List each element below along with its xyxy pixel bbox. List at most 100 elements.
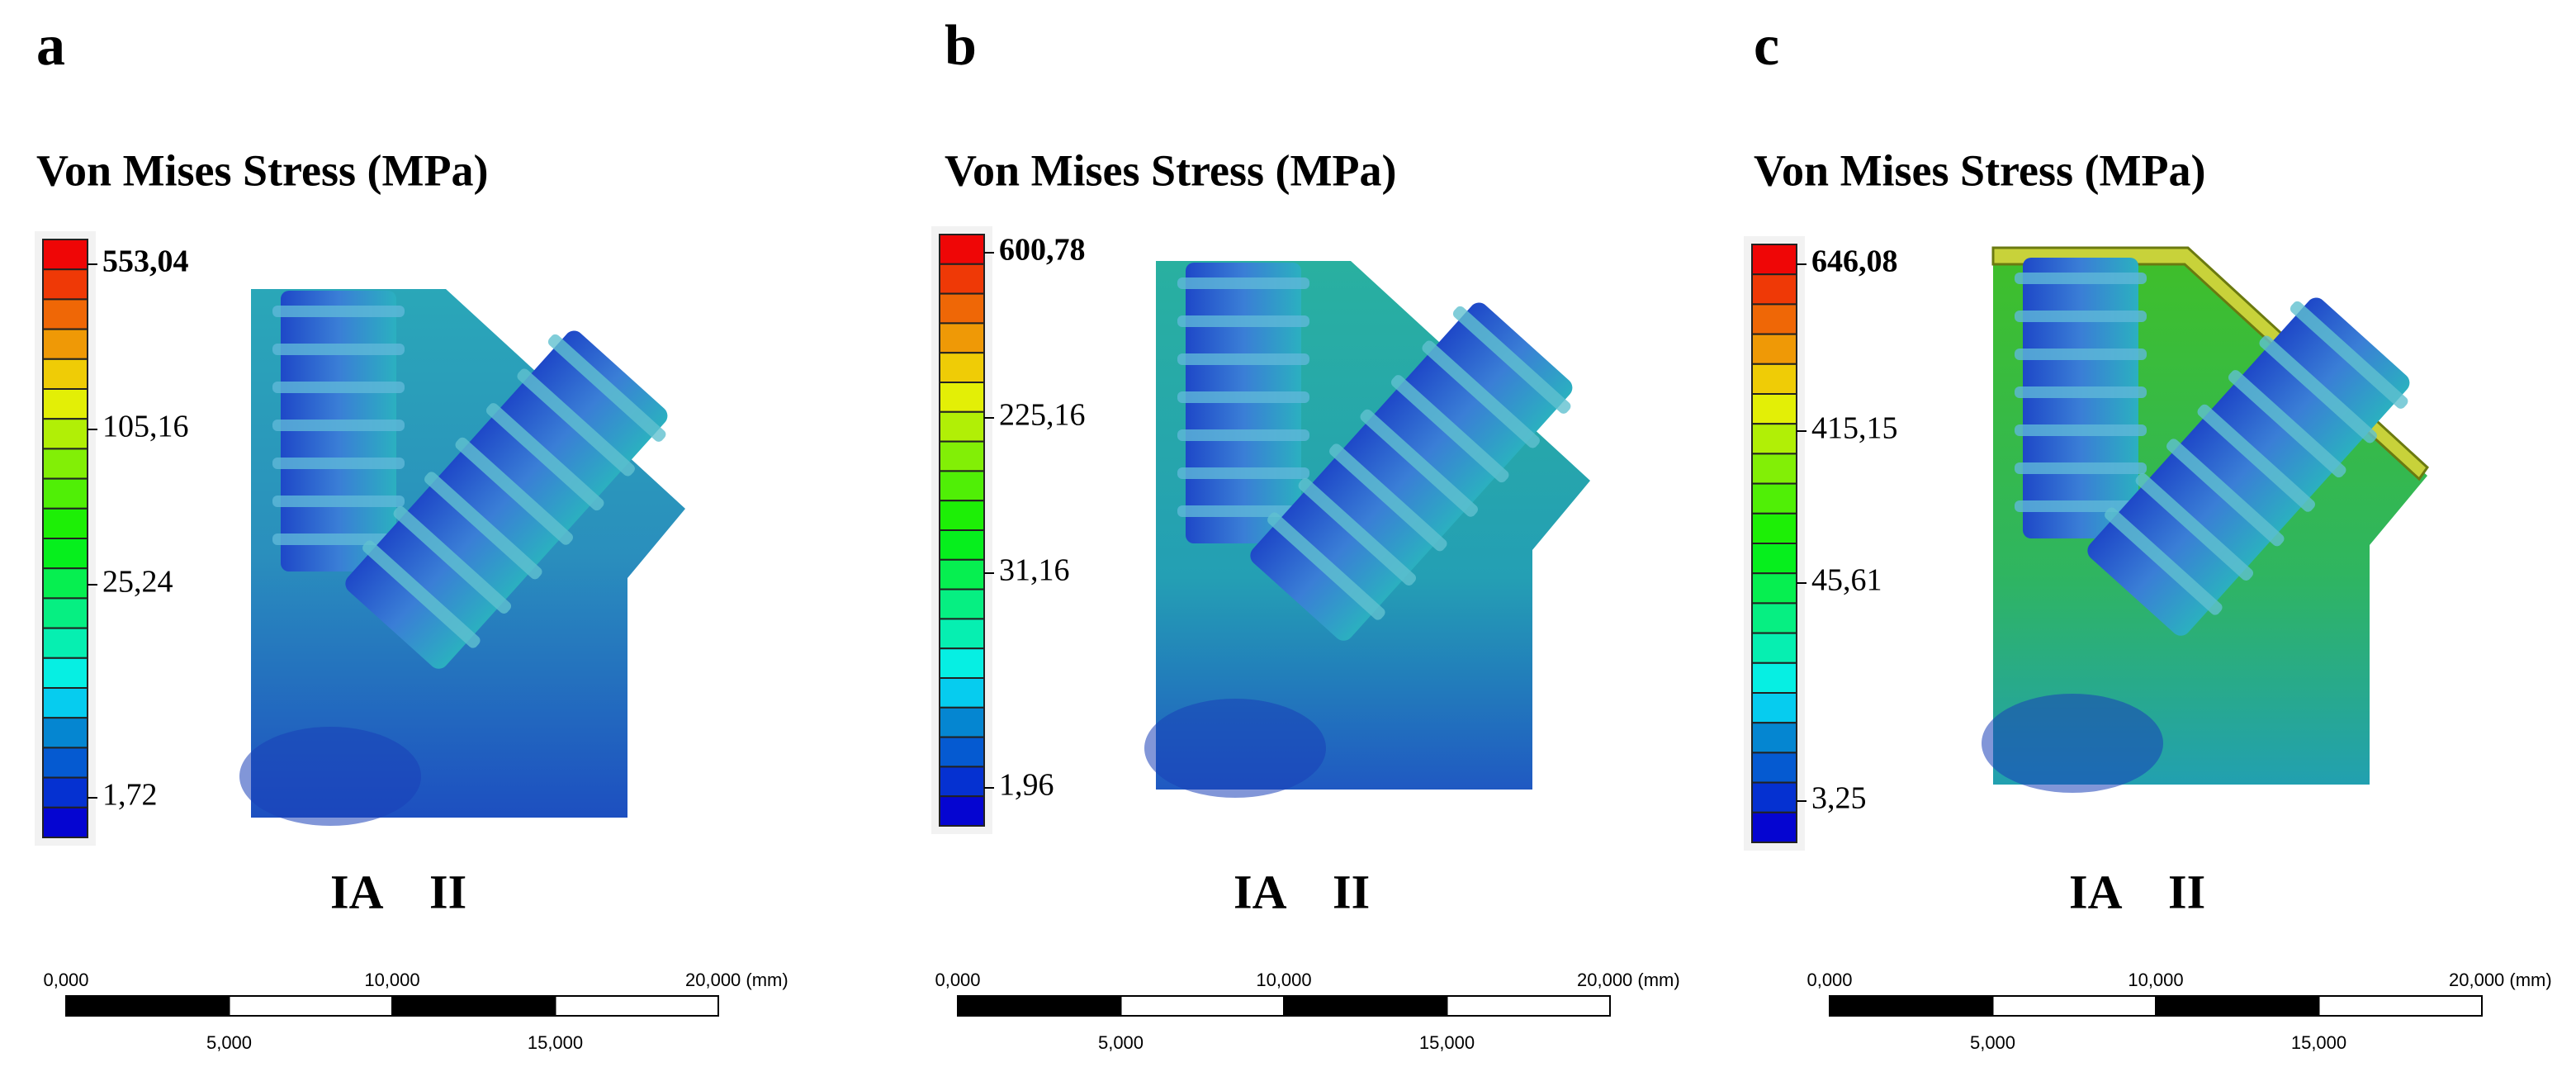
- legend-band: [939, 470, 985, 502]
- screw-thread: [1177, 353, 1309, 365]
- legend-band: [939, 766, 985, 798]
- screw-thread: [2228, 370, 2346, 478]
- legend-band: [42, 687, 88, 719]
- legend-label: 1,72: [102, 778, 158, 813]
- legend-band: [1751, 572, 1797, 605]
- screw-thread: [272, 306, 405, 317]
- legend-band: [939, 410, 985, 443]
- legend-band: [1751, 602, 1797, 634]
- legend-band: [939, 352, 985, 384]
- legend-label: 600,78: [999, 233, 1086, 268]
- scale-segment: [554, 995, 719, 1017]
- legend-band: [939, 736, 985, 768]
- screw-thread: [1177, 391, 1309, 403]
- screw-thread: [1452, 306, 1571, 414]
- scale-label: 10,000: [2128, 970, 2183, 990]
- scale-label: 0,000: [935, 970, 980, 990]
- legend-band: [42, 776, 88, 809]
- legend-band: [1751, 393, 1797, 425]
- scale-label: 0,000: [1807, 970, 1852, 990]
- scale-label: 5,000: [1970, 1032, 2015, 1053]
- panel: c Von Mises Stress (MPa) 646,08 415,15 45,61…: [1744, 14, 2552, 1053]
- screw-thread: [2015, 311, 2147, 322]
- implant-label: II: [1333, 865, 1370, 918]
- screw-thread: [1329, 443, 1447, 552]
- implant-label: IA: [2069, 865, 2123, 918]
- scale-segment: [391, 995, 556, 1017]
- legend-band: [42, 567, 88, 600]
- screw: [2015, 258, 2147, 538]
- screw: [345, 330, 668, 669]
- screw-thread: [1267, 512, 1385, 620]
- panel-letter: a: [36, 14, 65, 78]
- fea-model: [1982, 246, 2429, 793]
- legend-band: [939, 382, 985, 413]
- implant-label: IA: [330, 865, 384, 918]
- legend-band: [42, 717, 88, 749]
- legend-band: [42, 806, 88, 838]
- legend-band: [42, 538, 88, 570]
- screw: [272, 291, 405, 571]
- implant-label: II: [429, 865, 466, 918]
- screw-thread: [547, 334, 666, 442]
- screw-thread: [1360, 409, 1478, 517]
- scale-segment: [1120, 995, 1285, 1017]
- screw-thread: [393, 505, 512, 614]
- scale-label: 10,000: [1256, 970, 1311, 990]
- legend-band: [42, 747, 88, 779]
- screw-thread: [424, 472, 542, 580]
- screw-thread: [485, 403, 604, 511]
- legend-band: [1751, 692, 1797, 724]
- scale-segment: [1991, 995, 2157, 1017]
- legend-band: [42, 477, 88, 510]
- screw-thread: [1298, 477, 1417, 586]
- screw-thread: [1177, 467, 1309, 479]
- screw-body: [345, 330, 668, 669]
- screw-thread: [1177, 429, 1309, 441]
- screw-thread: [455, 437, 573, 545]
- legend-band: [1751, 273, 1797, 306]
- legend-band: [939, 529, 985, 561]
- legend-band: [939, 706, 985, 738]
- legend-label: 225,16: [999, 398, 1086, 433]
- legend-band: [939, 647, 985, 680]
- scale-label: 5,000: [206, 1032, 252, 1053]
- legend-band: [42, 328, 88, 360]
- legend-band: [42, 448, 88, 480]
- legend-band: [939, 558, 985, 590]
- screw-thread: [2259, 335, 2377, 443]
- legend-band: [42, 627, 88, 659]
- legend-band: [939, 292, 985, 325]
- scale-segment: [1283, 995, 1448, 1017]
- scale-label: 20,000 (mm): [1577, 970, 1680, 990]
- scale-label: 15,000: [1419, 1032, 1475, 1053]
- screw: [1177, 263, 1309, 543]
- screw-thread: [272, 420, 405, 431]
- scale-segment: [2155, 995, 2320, 1017]
- screw-thread: [2015, 273, 2147, 284]
- legend-band: [1751, 244, 1797, 276]
- screw-thread: [2105, 507, 2223, 615]
- screw-thread: [2166, 439, 2285, 547]
- legend-band: [1751, 512, 1797, 544]
- legend-label: 3,25: [1811, 781, 1867, 816]
- legend-label: 25,24: [102, 565, 173, 600]
- screw-thread: [362, 540, 481, 648]
- screw-thread: [272, 458, 405, 469]
- screw: [1250, 302, 1573, 641]
- legend-band: [42, 597, 88, 629]
- screw-thread: [2135, 472, 2254, 581]
- scale-label: 20,000 (mm): [2449, 970, 2552, 990]
- implant-label: II: [2168, 865, 2205, 918]
- stress-zone: [239, 727, 421, 826]
- legend-band: [42, 388, 88, 420]
- legend-label: 105,16: [102, 410, 189, 444]
- scale-label: 5,000: [1098, 1032, 1144, 1053]
- legend-band: [939, 588, 985, 620]
- legend-band: [1751, 423, 1797, 455]
- legend-band: [1751, 363, 1797, 395]
- screw: [2087, 297, 2410, 636]
- screw-thread: [1177, 277, 1309, 289]
- legend-band: [939, 263, 985, 295]
